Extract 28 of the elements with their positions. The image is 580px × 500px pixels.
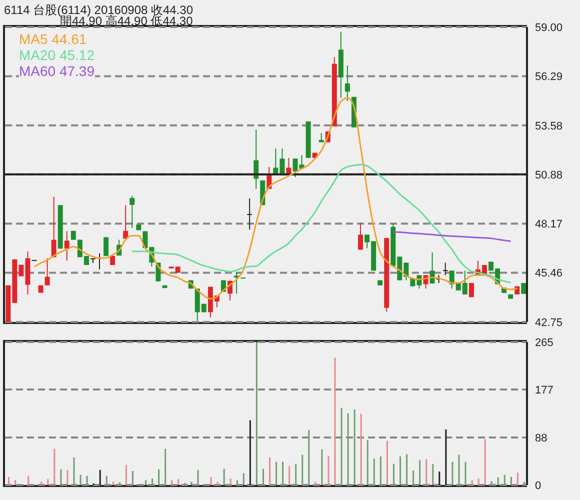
text: MA60 47.39 — [19, 63, 94, 79]
y-tick-label: 88 — [535, 432, 548, 444]
candlestick — [44, 258, 50, 286]
candlestick — [64, 230, 70, 262]
candlestick — [247, 198, 252, 230]
y-tick-label: 0 — [535, 480, 542, 492]
y-tick-label: 265 — [535, 336, 554, 349]
text: MA5 44.61 — [19, 31, 87, 47]
candlestick — [130, 195, 135, 228]
line-series — [131, 164, 512, 284]
candlestick — [104, 236, 109, 256]
candlestick — [286, 157, 292, 174]
y-tick-label: 45.46 — [535, 268, 563, 280]
candlestick — [442, 262, 448, 276]
y-tick-label: 50.88 — [535, 169, 563, 182]
y-tick-label: 48.17 — [535, 218, 563, 231]
y-tick-label: 177 — [535, 384, 554, 396]
candlestick — [358, 222, 364, 250]
y-tick-label: 56.29 — [535, 71, 563, 84]
candlestick — [318, 132, 324, 143]
y-tick-label: 59.00 — [535, 22, 563, 34]
candlestick — [123, 204, 128, 240]
candlestick — [254, 129, 259, 190]
candlestick — [234, 272, 240, 294]
y-tick-label: 42.75 — [535, 316, 563, 329]
text: MA20 45.12 — [19, 47, 94, 63]
candlestick — [344, 64, 350, 102]
y-tick-label: 53.58 — [535, 120, 563, 132]
